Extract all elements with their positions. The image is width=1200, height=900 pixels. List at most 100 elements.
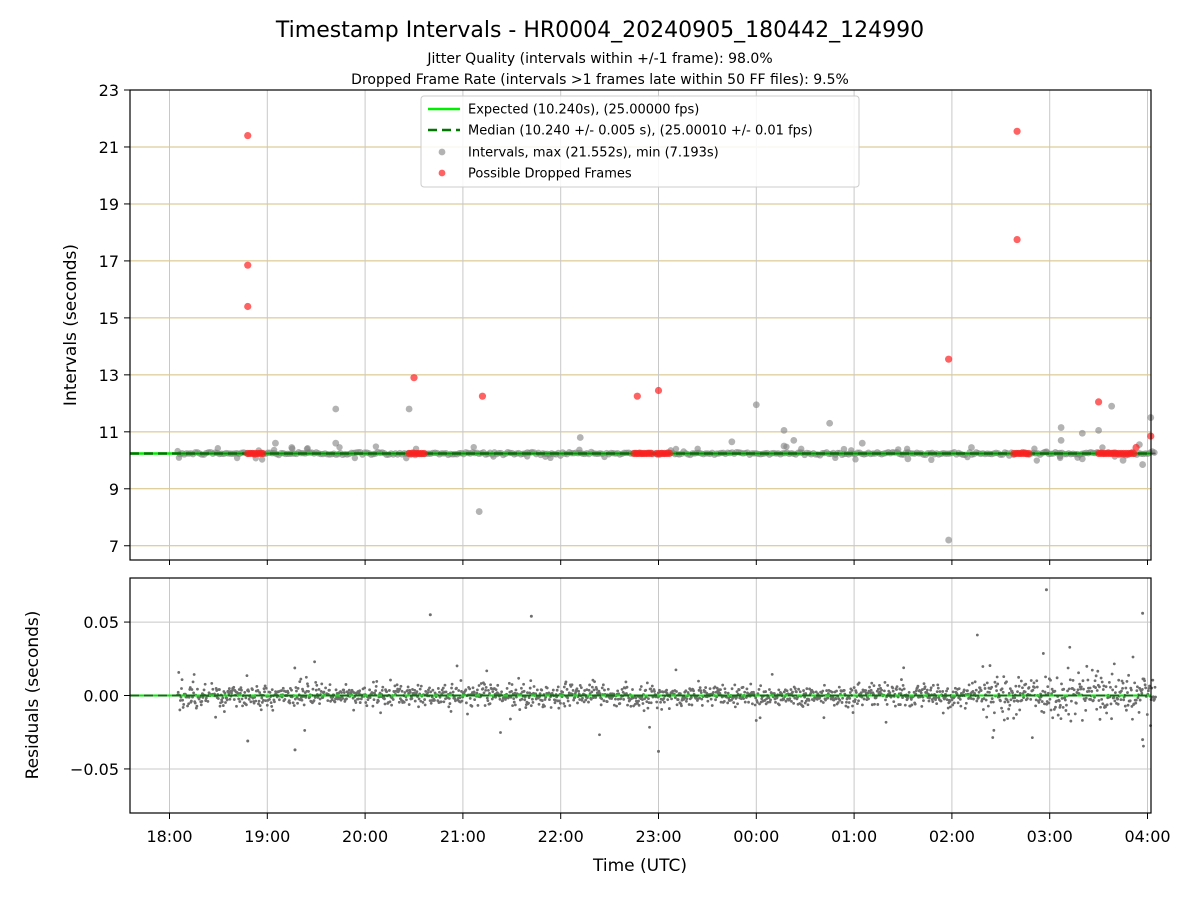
residual-point — [1049, 678, 1052, 682]
residual-point — [645, 681, 649, 685]
residual-point — [1094, 674, 1098, 678]
residual-point — [179, 699, 182, 702]
residual-point — [769, 698, 772, 702]
residual-point — [674, 696, 677, 700]
residual-point — [655, 706, 659, 710]
residual-point — [498, 697, 502, 701]
dropped-frame-point — [1130, 449, 1138, 458]
residual-point — [838, 698, 842, 702]
residual-point — [941, 690, 945, 693]
residual-point — [1063, 698, 1067, 702]
residual-point — [852, 686, 856, 689]
interval-point — [1099, 444, 1106, 451]
residual-point — [1084, 696, 1088, 700]
residual-point — [713, 685, 717, 689]
residual-point — [941, 711, 945, 715]
residual-point — [372, 698, 376, 702]
interval-point — [895, 446, 902, 453]
residual-point — [840, 701, 844, 704]
residual-point — [307, 690, 310, 693]
residual-point — [1032, 681, 1036, 685]
residual-point — [978, 686, 982, 690]
residual-point — [791, 690, 794, 694]
residual-point — [891, 686, 895, 690]
residual-point — [792, 701, 796, 705]
residual-point — [557, 706, 561, 710]
residual-point — [484, 688, 488, 692]
residual-point — [884, 720, 888, 724]
residual-point — [1002, 718, 1006, 722]
residual-point — [891, 689, 895, 693]
residuals-panel: −0.05 0.00 0.05 18:00 19:00 20:00 21:00 22:00 2… — [23, 560, 1171, 876]
residual-point — [1116, 697, 1119, 701]
residual-point — [708, 687, 712, 691]
residual-point — [821, 689, 825, 693]
residual-point — [834, 697, 838, 701]
residual-point — [969, 697, 973, 700]
residual-point — [444, 697, 447, 701]
residual-point — [216, 697, 220, 700]
residual-point — [1054, 705, 1057, 709]
residual-point — [544, 695, 547, 699]
residual-point — [383, 702, 387, 706]
residual-point — [1066, 666, 1070, 670]
residual-point — [601, 683, 605, 687]
residual-point — [568, 704, 572, 707]
residual-point — [1046, 685, 1050, 689]
residual-point — [228, 697, 232, 701]
residual-point — [798, 690, 802, 694]
residual-point — [476, 688, 479, 692]
interval-point — [470, 443, 477, 451]
residual-point — [786, 692, 790, 696]
interval-outlier-point — [904, 455, 912, 463]
residual-point — [318, 697, 322, 701]
residual-point — [460, 690, 463, 693]
residual-point — [476, 703, 480, 707]
residual-point — [291, 701, 295, 705]
residual-point — [1070, 699, 1073, 703]
residual-point — [1144, 686, 1148, 690]
residual-point — [366, 698, 370, 702]
residual-point — [789, 688, 793, 691]
residual-point — [257, 699, 261, 703]
residual-point — [537, 702, 541, 706]
residual-point — [808, 687, 811, 691]
residual-point — [520, 697, 524, 701]
residual-point — [199, 703, 203, 707]
residual-point — [993, 711, 996, 715]
residual-point — [999, 699, 1002, 703]
residual-point — [481, 687, 485, 690]
intervals-y-axis-label: Intervals (seconds) — [61, 244, 81, 406]
residual-point — [753, 703, 757, 707]
residual-point — [1130, 704, 1134, 708]
residual-point — [390, 703, 393, 707]
x-tick-label: 20:00 — [342, 827, 388, 846]
residual-point — [974, 688, 978, 692]
residual-point — [582, 700, 586, 704]
intervals-y-tick-label: 9 — [109, 480, 119, 499]
residual-point — [585, 688, 589, 692]
residual-point — [634, 696, 638, 700]
residual-point — [1125, 708, 1128, 712]
residual-point — [507, 681, 511, 685]
residual-point — [991, 700, 995, 704]
residual-point — [1138, 698, 1142, 702]
residual-point — [622, 697, 626, 701]
intervals-y-tick-label: 17 — [99, 252, 119, 271]
residual-point — [374, 684, 378, 688]
dropped-frame-point — [244, 302, 252, 311]
residual-point — [1023, 690, 1027, 694]
residual-outlier-point — [246, 739, 250, 743]
residual-point — [522, 682, 525, 686]
residual-point — [236, 691, 240, 695]
residual-point — [1153, 697, 1156, 701]
residual-point — [758, 702, 761, 706]
residual-point — [200, 700, 204, 703]
residual-point — [374, 689, 378, 692]
residual-point — [1043, 690, 1047, 694]
residual-point — [715, 686, 719, 690]
residual-point — [671, 689, 675, 693]
residual-point — [870, 681, 874, 685]
residual-point — [832, 703, 836, 707]
residual-point — [190, 688, 194, 691]
